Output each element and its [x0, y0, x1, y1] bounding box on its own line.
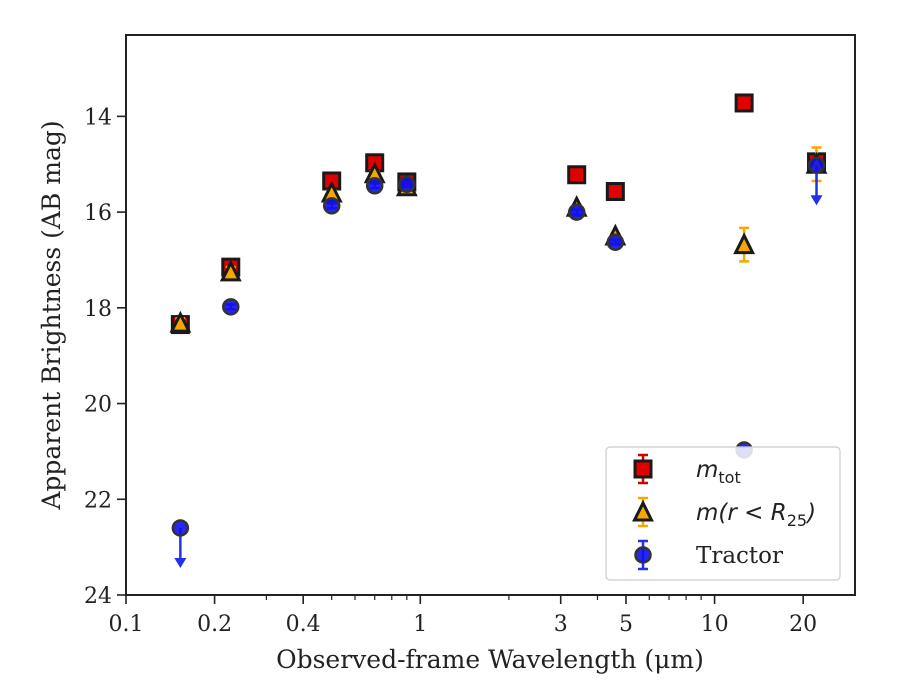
circle-upper-limit-arrow-head	[810, 195, 823, 206]
x-tick-label: 0.4	[286, 612, 321, 637]
series-square	[170, 93, 827, 335]
legend-marker-circle	[634, 546, 652, 564]
series-triangle	[169, 146, 828, 333]
plot-frame	[125, 34, 856, 596]
y-tick-label: 22	[84, 488, 112, 513]
circle-point	[171, 519, 190, 537]
x-tick-label: 5	[619, 612, 633, 637]
x-axis-label: Observed-frame Wavelength (μm)	[276, 645, 704, 674]
triangle-point	[219, 259, 242, 282]
square-point	[605, 182, 625, 202]
legend-label: Tractor	[696, 543, 783, 569]
legend-marker-triangle	[632, 499, 654, 522]
circle-point	[567, 203, 586, 221]
y-tick-label: 24	[84, 584, 112, 609]
y-tick-label: 18	[84, 297, 112, 322]
circle-point	[322, 197, 341, 215]
circle-point	[222, 298, 240, 316]
circle-point	[807, 156, 826, 174]
x-tick-label: 0.2	[197, 612, 232, 637]
circle-upper-limit-arrow-head	[174, 557, 187, 568]
triangle-point	[733, 232, 756, 255]
circle-point	[606, 233, 625, 251]
circle-point	[365, 177, 384, 195]
square-point	[734, 93, 754, 113]
x-tick-label: 10	[701, 612, 729, 637]
triangle-point	[169, 310, 192, 333]
series-circle	[171, 156, 826, 568]
x-tick-label: 20	[789, 612, 817, 637]
y-tick-label: 20	[84, 393, 112, 418]
x-tick-label: 0.1	[109, 612, 144, 637]
x-tick-label: 1	[413, 612, 427, 637]
x-tick-label: 3	[554, 612, 568, 637]
y-axis-label: Apparent Brightness (AB mag)	[37, 120, 66, 510]
circle-point	[398, 175, 416, 194]
y-tick-label: 16	[84, 201, 112, 226]
legend-box	[605, 446, 841, 581]
square-point	[567, 165, 587, 185]
y-tick-label: 14	[84, 105, 112, 130]
legend-marker-square	[633, 459, 653, 479]
